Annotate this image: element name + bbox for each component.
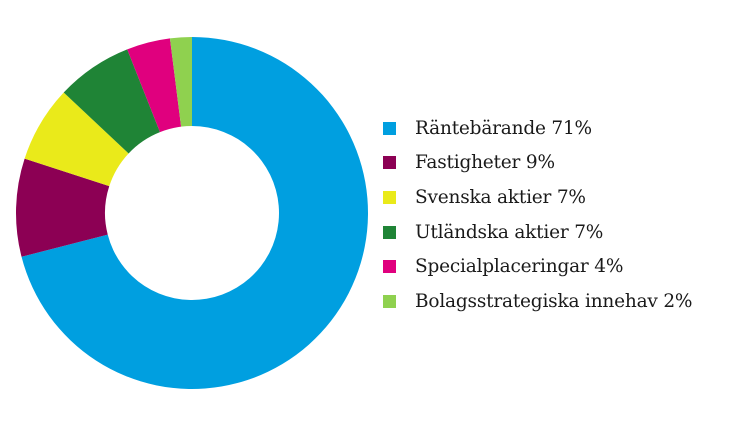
legend-item-svenska-aktier: Svenska aktier 7% — [383, 180, 692, 215]
legend-item-bolagsstrategiska-innehav: Bolagsstrategiska innehav 2% — [383, 284, 692, 319]
donut-slice-3 — [63, 49, 160, 154]
legend-swatch — [383, 260, 396, 274]
legend-item-fastigheter: Fastigheter 9% — [383, 146, 692, 181]
legend-item-rantebarande: Räntebärande 71% — [383, 111, 692, 146]
legend-swatch — [383, 121, 396, 135]
donut-slice-4 — [127, 38, 182, 133]
legend-label: Utländska aktier 7% — [415, 221, 604, 243]
legend-label: Räntebärande 71% — [415, 117, 592, 139]
legend-label: Specialplaceringar 4% — [415, 256, 624, 278]
legend-swatch — [383, 225, 396, 239]
donut-slice-5 — [169, 37, 192, 127]
legend-item-specialplaceringar: Specialplaceringar 4% — [383, 249, 692, 284]
legend-label: Fastigheter 9% — [415, 152, 555, 174]
legend-label: Bolagsstrategiska innehav 2% — [415, 290, 693, 312]
legend-swatch — [383, 156, 396, 170]
legend: Räntebärande 71% Fastigheter 9% Svenska … — [383, 111, 692, 319]
donut-slices — [16, 37, 369, 389]
legend-label: Svenska aktier 7% — [415, 186, 586, 208]
legend-swatch — [383, 190, 396, 204]
donut-slice-2 — [24, 92, 129, 187]
donut-slice-0 — [21, 37, 369, 389]
legend-swatch — [383, 294, 396, 308]
donut-slice-1 — [16, 158, 110, 257]
legend-item-utlandska-aktier: Utländska aktier 7% — [383, 215, 692, 250]
